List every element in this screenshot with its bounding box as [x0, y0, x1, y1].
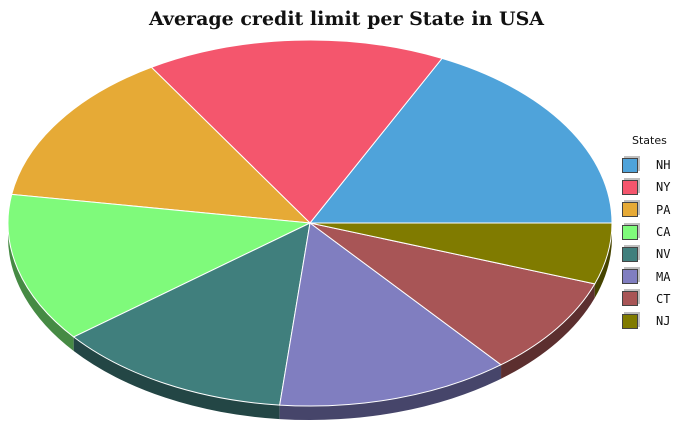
legend-label-ny: NY — [656, 180, 671, 195]
legend-swatch-pa — [622, 202, 638, 218]
legend-swatch-ny — [622, 179, 638, 195]
pie-slice-ny[interactable] — [150, 39, 443, 224]
pie-side-ca — [8, 223, 74, 351]
legend-label-pa: PA — [656, 202, 671, 217]
legend-swatch-ca — [622, 224, 638, 240]
legend-item-ct[interactable]: CT — [622, 288, 670, 310]
legend-label-nv: NV — [656, 247, 671, 262]
pie-slice-ct[interactable] — [309, 222, 596, 366]
pie-side-nv — [73, 336, 280, 420]
legend-swatch-nv — [622, 246, 638, 262]
legend-item-nh[interactable]: NH — [622, 154, 670, 176]
legend-item-nv[interactable]: NV — [622, 243, 670, 265]
pie-slice-nj[interactable] — [309, 222, 613, 285]
legend-label-ct: CT — [656, 291, 671, 306]
legend-item-pa[interactable]: PA — [622, 199, 670, 221]
legend-item-ca[interactable]: CA — [622, 221, 670, 243]
legend-label-nj: NJ — [656, 314, 671, 329]
pie-slice-ca[interactable] — [7, 193, 312, 338]
legend-swatch-nj — [622, 313, 638, 329]
legend-label-ca: CA — [656, 225, 671, 240]
pie-slice-ma[interactable] — [279, 222, 502, 407]
chart-title: Average credit limit per State in USA — [148, 8, 545, 30]
pie-side-ma — [279, 364, 502, 420]
pie-side-ct — [501, 283, 595, 379]
pie-slice-nv[interactable] — [72, 222, 311, 406]
pie-slice-nh[interactable] — [308, 57, 613, 224]
legend-item-ny[interactable]: NY — [622, 176, 670, 198]
legend-title: States — [632, 134, 667, 147]
legend-item-nj[interactable]: NJ — [622, 310, 670, 332]
pie-sides — [8, 223, 612, 420]
pie-side-nj — [594, 223, 612, 298]
legend-swatch-ma — [622, 269, 638, 285]
legend-item-ma[interactable]: MA — [622, 265, 670, 287]
legend-swatch-ct — [622, 291, 638, 307]
legend-label-ma: MA — [656, 269, 671, 284]
legend: States NH NY PA CA NV MA CT NJ — [622, 134, 670, 332]
pie-slice-pa[interactable] — [11, 66, 312, 224]
pie-slices — [7, 39, 613, 407]
legend-swatch-nh — [622, 157, 638, 173]
legend-label-nh: NH — [656, 158, 671, 173]
